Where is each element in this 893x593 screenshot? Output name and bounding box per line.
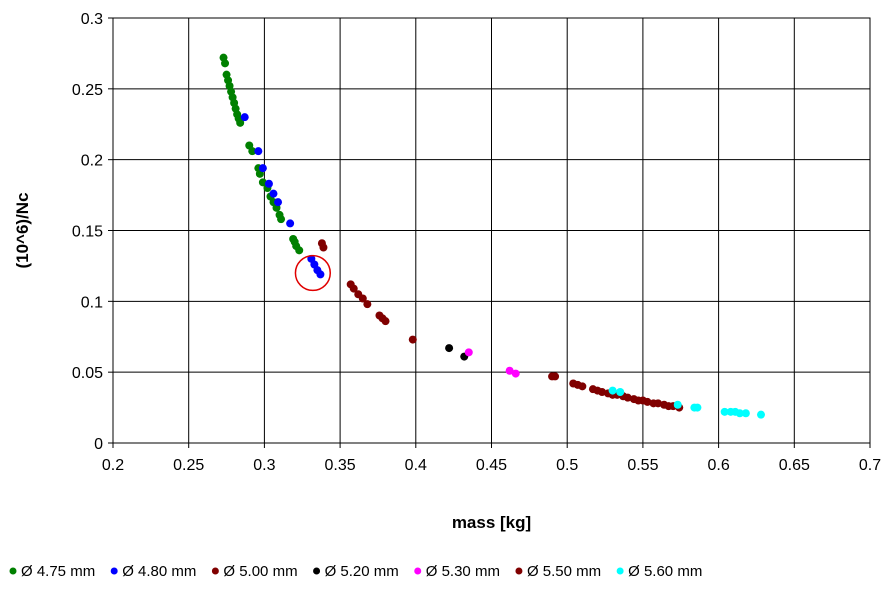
data-point (756, 410, 765, 419)
x-tick-label: 0.7 (859, 457, 881, 474)
data-point (511, 369, 520, 378)
y-tick-label: 0.15 (72, 224, 103, 241)
data-point (349, 284, 358, 293)
data-point (643, 397, 652, 406)
data-point (623, 393, 632, 402)
data-point (277, 215, 286, 224)
data-point (445, 344, 454, 353)
legend-item: Ø 4.75 mm (9, 563, 95, 580)
data-point (654, 399, 663, 408)
plot-frame (112, 17, 871, 444)
x-tick-label: 0.5 (556, 457, 578, 474)
legend-label: Ø 5.50 mm (527, 563, 601, 580)
legend-item: Ø 5.60 mm (616, 563, 702, 580)
x-tick-label: 0.3 (253, 457, 275, 474)
data-point (741, 409, 750, 418)
x-tick-label: 0.2 (102, 457, 124, 474)
x-axis-label: mass [kg] (452, 513, 531, 532)
x-tick-label: 0.35 (325, 457, 356, 474)
data-point (578, 382, 587, 391)
legend-marker (414, 567, 422, 575)
x-tick-label: 0.4 (405, 457, 427, 474)
legend-item: Ø 4.80 mm (110, 563, 196, 580)
data-point (221, 59, 230, 68)
y-tick-label: 0.25 (72, 82, 103, 99)
data-point (258, 164, 267, 173)
legend-marker (9, 567, 17, 575)
data-point (693, 403, 702, 412)
legend-marker (211, 567, 219, 575)
annotation-circle (294, 254, 332, 292)
data-point (240, 113, 249, 122)
data-point (316, 270, 325, 279)
legend-marker (616, 567, 624, 575)
data-point (608, 386, 617, 395)
legend-marker (313, 567, 321, 575)
data-point (464, 348, 473, 357)
data-point (720, 407, 729, 416)
legend-item: Ø 5.20 mm (313, 563, 399, 580)
data-point (248, 147, 257, 156)
data-point (254, 147, 263, 156)
data-point (735, 409, 744, 418)
data-point (505, 366, 514, 375)
data-point (295, 246, 304, 255)
y-tick-label: 0.3 (81, 11, 103, 28)
data-point (274, 198, 283, 207)
data-points (219, 53, 765, 419)
legend-marker (110, 567, 118, 575)
legend-label: Ø 4.80 mm (122, 563, 196, 580)
legend-item: Ø 5.00 mm (211, 563, 298, 580)
x-tick-labels: 0.2 0.25 0.3 0.35 0.4 0.45 0.5 0.55 0.6 0.65 0.7 (102, 457, 881, 474)
data-point (236, 118, 245, 127)
legend-item: Ø 5.50 mm (515, 563, 601, 580)
legend-label: Ø 5.00 mm (223, 563, 297, 580)
data-point (363, 300, 372, 309)
data-point (286, 219, 295, 228)
x-tick-label: 0.25 (173, 457, 204, 474)
data-point (319, 243, 328, 252)
x-tick-label: 0.6 (707, 457, 729, 474)
data-point (598, 388, 607, 396)
legend-item: Ø 5.30 mm (414, 563, 500, 580)
x-tick-label: 0.45 (476, 457, 507, 474)
y-tick-label: 0.1 (81, 294, 103, 311)
legend-label: Ø 4.75 mm (21, 563, 95, 580)
legend-marker (515, 567, 523, 575)
y-tick-label: 0.05 (72, 365, 103, 382)
legend-label: Ø 5.20 mm (325, 563, 399, 580)
data-point (381, 317, 390, 326)
data-point (673, 400, 682, 409)
y-tick-label: 0.2 (81, 153, 103, 170)
y-tick-label: 0 (94, 436, 103, 453)
data-point (358, 294, 367, 303)
y-axis-label: (10^6)/Nc (13, 192, 32, 268)
data-point (616, 388, 625, 396)
legend: Ø 4.75 mm Ø 4.80 mm Ø 5.00 mm Ø 5.20 mm Ø 5.… (9, 563, 702, 580)
x-tick-label: 0.65 (779, 457, 810, 474)
x-tick-label: 0.55 (627, 457, 658, 474)
data-point (264, 179, 273, 188)
data-point (551, 372, 560, 381)
legend-label: Ø 5.30 mm (426, 563, 500, 580)
data-point (408, 335, 417, 344)
legend-label: Ø 5.60 mm (628, 563, 702, 580)
data-point (258, 178, 267, 187)
y-tick-labels: 0 0.05 0.1 0.15 0.2 0.25 0.3 (72, 11, 103, 453)
data-point (269, 189, 278, 198)
